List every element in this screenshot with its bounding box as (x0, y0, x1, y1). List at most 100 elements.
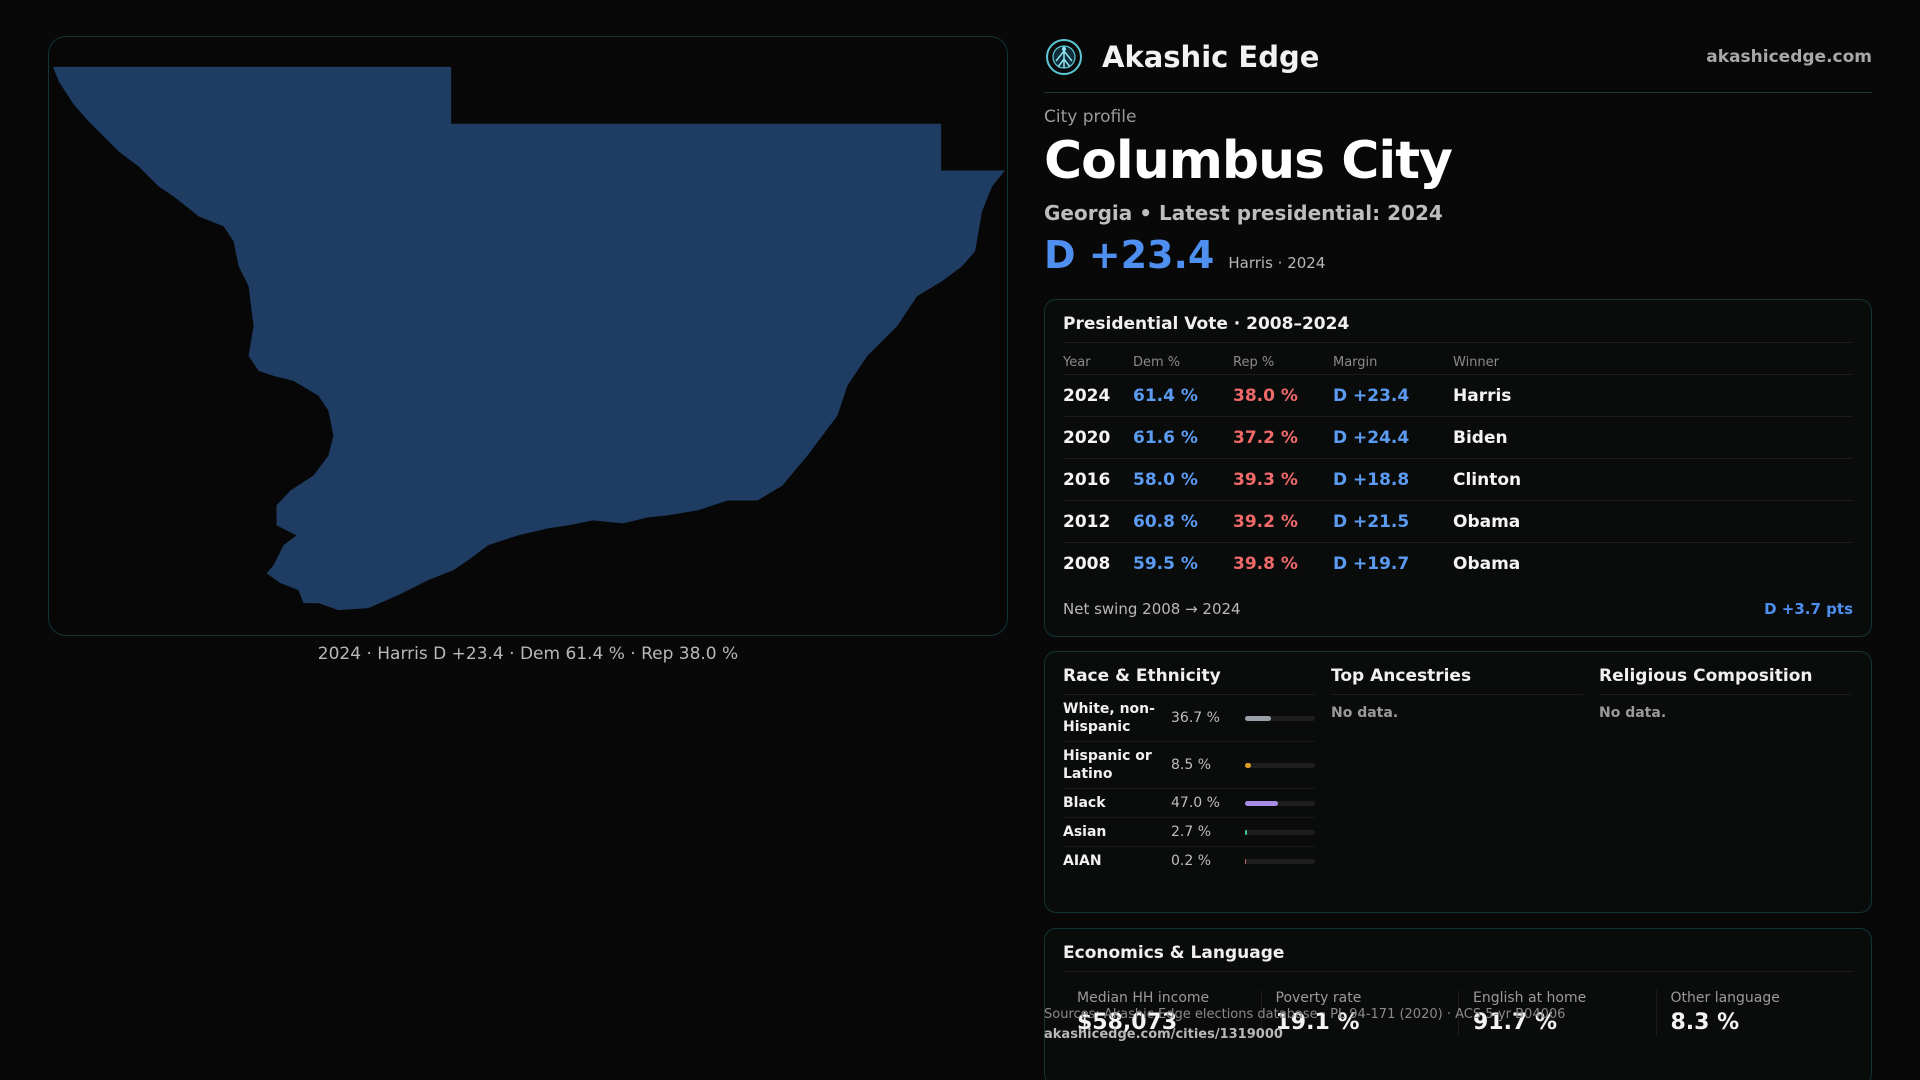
race-value: 8.5 % (1171, 757, 1212, 773)
econ-stat-label: English at home (1473, 990, 1587, 1006)
vote-dem: 59.5 % (1133, 553, 1198, 574)
net-swing: Net swing 2008 → 2024 D +3.7 pts (1063, 600, 1853, 618)
vote-year: 2008 (1063, 553, 1111, 574)
headline-margin-value: D +23.4 (1044, 233, 1215, 277)
col-header-winner: Winner (1453, 355, 1500, 370)
race-bar-fill (1245, 829, 1247, 835)
race-section-title: Race & Ethnicity (1063, 666, 1315, 695)
table-row: 2020 61.6 % 37.2 % D +24.4 Biden (1063, 416, 1853, 458)
col-header-margin: Margin (1333, 355, 1378, 370)
vote-margin: D +18.8 (1333, 469, 1410, 490)
list-item: White, non-Hispanic 36.7 % (1063, 695, 1315, 742)
race-bar-fill (1245, 715, 1271, 721)
vote-dem: 61.4 % (1133, 385, 1198, 406)
table-row: 2024 61.4 % 38.0 % D +23.4 Harris (1063, 374, 1853, 416)
vote-winner: Biden (1453, 427, 1508, 448)
col-header-year: Year (1063, 355, 1091, 370)
religion-empty: No data. (1599, 705, 1667, 721)
city-boundary-map (52, 66, 1006, 611)
economics-card: Economics & Language Median HH income $5… (1044, 928, 1872, 1080)
vote-winner: Obama (1453, 511, 1521, 532)
econ-stat-value: $58,073 (1077, 1010, 1178, 1035)
race-ethnicity-section: Race & Ethnicity White, non-Hispanic 36.… (1063, 666, 1315, 898)
table-row: 2008 59.5 % 39.8 % D +19.7 Obama (1063, 542, 1853, 584)
brand-header: Akashic Edge akashicedge.com (1044, 36, 1872, 78)
list-item: Asian 2.7 % (1063, 818, 1315, 847)
econ-stat-value: 91.7 % (1473, 1010, 1557, 1035)
religion-section: Religious Composition No data. (1599, 666, 1851, 898)
vote-margin: D +21.5 (1333, 511, 1410, 532)
vote-rep: 38.0 % (1233, 385, 1298, 406)
vote-dem: 60.8 % (1133, 511, 1198, 532)
race-name: Black (1063, 795, 1106, 811)
source-text: Sources: Akashic Edge elections database… (1044, 1007, 1566, 1022)
headline-margin-note: Harris · 2024 (1228, 254, 1326, 272)
header-divider (1044, 92, 1872, 93)
econ-stat-label: Median HH income (1077, 990, 1210, 1006)
map-caption: 2024 · Harris D +23.4 · Dem 61.4 % · Rep… (317, 644, 739, 664)
list-item: AIAN 0.2 % (1063, 847, 1315, 875)
race-name: White, non-Hispanic (1063, 701, 1155, 735)
page-title: Columbus City (1044, 131, 1453, 191)
profile-subtitle: Georgia • Latest presidential: 2024 (1044, 201, 1443, 225)
race-bar (1245, 829, 1315, 835)
race-bar (1245, 858, 1315, 864)
vote-table-header: Year Dem % Rep % Margin Winner (1063, 342, 1853, 374)
net-swing-label: Net swing 2008 → 2024 (1063, 600, 1241, 618)
econ-stat-label: Poverty rate (1275, 990, 1362, 1006)
econ-card-title: Economics & Language (1063, 943, 1285, 963)
net-swing-value: D +3.7 pts (1764, 600, 1853, 618)
vote-winner: Harris (1453, 385, 1512, 406)
race-value: 36.7 % (1171, 710, 1220, 726)
vote-margin: D +24.4 (1333, 427, 1410, 448)
race-value: 2.7 % (1171, 824, 1212, 840)
city-map[interactable] (48, 36, 1008, 636)
profile-panel: Akashic Edge akashicedge.com City profil… (1044, 36, 1872, 1080)
race-bar (1245, 762, 1315, 768)
race-bar (1245, 715, 1315, 721)
race-bar-fill (1245, 762, 1251, 768)
race-bar-fill (1245, 800, 1278, 806)
list-item: Hispanic or Latino 8.5 % (1063, 742, 1315, 789)
race-bar-fill (1245, 858, 1247, 864)
akashic-edge-logo-icon (1046, 39, 1082, 75)
econ-stat: Other language 8.3 % (1655, 990, 1854, 1035)
vote-rep: 39.2 % (1233, 511, 1298, 532)
econ-stat-label: Other language (1670, 990, 1780, 1006)
econ-stat: English at home 91.7 % (1458, 990, 1656, 1035)
race-value: 47.0 % (1171, 795, 1220, 811)
demographics-card: Race & Ethnicity White, non-Hispanic 36.… (1044, 651, 1872, 913)
econ-stat: Median HH income $58,073 (1063, 990, 1261, 1035)
race-value: 0.2 % (1171, 853, 1212, 869)
vote-dem: 61.6 % (1133, 427, 1198, 448)
vote-year: 2016 (1063, 469, 1111, 490)
race-name: AIAN (1063, 853, 1102, 869)
table-row: 2016 58.0 % 39.3 % D +18.8 Clinton (1063, 458, 1853, 500)
brand-name: Akashic Edge (1102, 40, 1320, 74)
econ-stats: Median HH income $58,073 Poverty rate 19… (1063, 990, 1853, 1035)
col-header-dem: Dem % (1133, 355, 1181, 370)
vote-card-title: Presidential Vote · 2008–2024 (1063, 314, 1350, 334)
brand-site-link[interactable]: akashicedge.com (1706, 47, 1872, 67)
race-bar (1245, 800, 1315, 806)
table-row: 2012 60.8 % 39.2 % D +21.5 Obama (1063, 500, 1853, 542)
vote-year: 2024 (1063, 385, 1111, 406)
econ-stat: Poverty rate 19.1 % (1260, 990, 1459, 1035)
vote-rep: 37.2 % (1233, 427, 1298, 448)
vote-rep: 39.3 % (1233, 469, 1298, 490)
city-boundary-shape[interactable] (52, 66, 1006, 611)
vote-rep: 39.8 % (1233, 553, 1298, 574)
source-url-link[interactable]: akashicedge.com/cities/1319000 (1044, 1027, 1283, 1042)
econ-stat-value: 19.1 % (1275, 1010, 1360, 1035)
vote-margin: D +23.4 (1333, 385, 1410, 406)
vote-margin: D +19.7 (1333, 553, 1410, 574)
headline-margin: D +23.4 Harris · 2024 (1044, 233, 1872, 277)
race-list: White, non-Hispanic 36.7 % Hispanic or L… (1063, 695, 1315, 875)
ancestries-section: Top Ancestries No data. (1331, 666, 1583, 898)
vote-year: 2020 (1063, 427, 1111, 448)
race-name: Hispanic or Latino (1063, 748, 1152, 782)
vote-year: 2012 (1063, 511, 1111, 532)
vote-dem: 58.0 % (1133, 469, 1198, 490)
vote-winner: Obama (1453, 553, 1521, 574)
ancestries-empty: No data. (1331, 705, 1399, 721)
